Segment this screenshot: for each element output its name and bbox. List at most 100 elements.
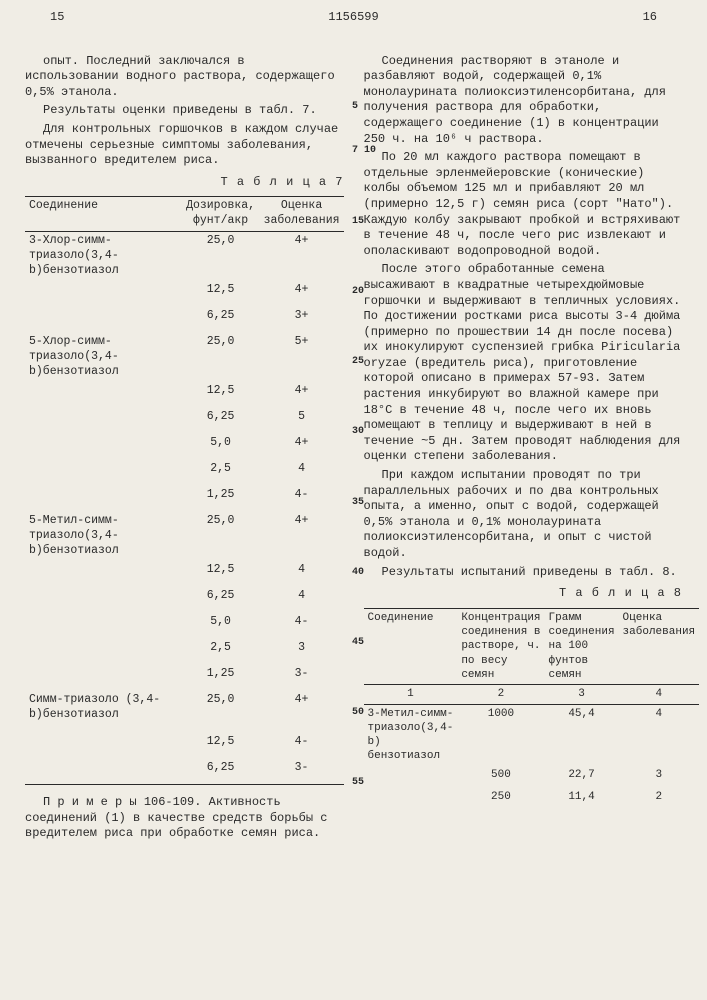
cell-eval: 4+ [260,232,344,281]
cell-dose: 1,25 [182,486,260,512]
para: П р и м е р ы 106-109. Активность соедин… [25,795,344,842]
para: После этого обработанные семена высажива… [364,262,683,465]
table-header: Концентрация соединения в растворе, ч. п… [457,608,544,684]
table-row: 2,53 [25,639,344,665]
cell-eval: 3 [619,766,700,788]
table-row: 3-Хлор-симм-триазоло(3,4-b)бензотиазол25… [25,232,344,281]
cell-conc: 250 [457,788,544,810]
cell-dose: 1,25 [182,665,260,691]
cell-dose: 6,25 [182,587,260,613]
table-header: Оценка заболевания [619,608,700,684]
table-8: СоединениеКонцентрация соединения в раст… [364,608,700,810]
para: Соединения растворяют в этаноле и разбав… [364,54,683,148]
cell-dose: 5,0 [182,613,260,639]
cell-compound [25,408,182,434]
cell-compound [25,733,182,759]
line-number: 40 [352,566,364,579]
cell-eval: 2 [619,788,700,810]
table-row: 1,253- [25,665,344,691]
cell-compound [25,759,182,785]
cell-eval: 3- [260,665,344,691]
cell-compound: 5-Хлор-симм-триазоло(3,4-b)бензотиазол [25,333,182,382]
page-num-left: 15 [50,10,64,26]
cell-eval: 4+ [260,382,344,408]
page-num-right: 16 [643,10,657,26]
cell-eval: 4 [260,460,344,486]
cell-dose: 6,25 [182,759,260,785]
table8-title: Т а б л и ц а 8 [364,586,683,602]
cell-eval: 4+ [260,434,344,460]
table-header: Соединение [364,608,458,684]
table-row: 5-Хлор-симм-триазоло(3,4-b)бензотиазол25… [25,333,344,382]
cell-eval: 3+ [260,307,344,333]
cell-eval: 5 [260,408,344,434]
line-number: 35 [352,496,364,509]
table-row: 6,255 [25,408,344,434]
cell-compound: Симм-триазоло (3,4-b)бензотиазол [25,691,182,733]
cell-eval: 4- [260,486,344,512]
cell-eval: 4 [260,561,344,587]
cell-compound [364,766,458,788]
table-row: 5,04+ [25,434,344,460]
cell-eval: 4+ [260,512,344,561]
cell-compound: 5-Метил-симм-триазоло(3,4-b)бензотиазол [25,512,182,561]
cell-compound [25,307,182,333]
line-number: 5 [352,100,358,113]
table-7: СоединениеДозировка, фунт/акрОценка забо… [25,196,344,789]
line-number: 7 10 [352,144,376,157]
cell-compound [364,788,458,810]
table-header: Соединение [25,197,182,232]
cell-compound: 3-Метил-симм-триазоло(3,4-b) бензотиазол [364,704,458,766]
cell-conc: 1000 [457,704,544,766]
cell-eval: 4- [260,733,344,759]
table-row: 2,54 [25,460,344,486]
cell-eval: 3- [260,759,344,785]
cell-dose: 12,5 [182,733,260,759]
para: По 20 мл каждого раствора помещают в отд… [364,150,683,259]
line-number: 30 [352,425,364,438]
cell-compound [25,486,182,512]
cell-compound [25,613,182,639]
cell-gram: 45,4 [545,704,619,766]
cell-dose: 12,5 [182,281,260,307]
table-header: Дозировка, фунт/акр [182,197,260,232]
line-number: 50 [352,706,364,719]
table-row: 5-Метил-симм-триазоло(3,4-b)бензотиазол2… [25,512,344,561]
left-column: опыт. Последний заключался в использован… [25,51,344,845]
cell-compound [25,434,182,460]
table-header: Грамм соединения на 100 фунтов семян [545,608,619,684]
cell-dose: 2,5 [182,460,260,486]
table7-title: Т а б л и ц а 7 [25,175,344,191]
cell-compound [25,382,182,408]
cell-compound [25,665,182,691]
cell-eval: 3 [260,639,344,665]
cell-conc: 500 [457,766,544,788]
cell-eval: 4 [260,587,344,613]
cell-compound [25,460,182,486]
line-number: 20 [352,285,364,298]
line-number: 15 [352,215,364,228]
cell-eval: 4- [260,613,344,639]
para: опыт. Последний заключался в использован… [25,54,344,101]
cell-eval: 4 [619,704,700,766]
table-row: 25011,42 [364,788,700,810]
cell-dose: 5,0 [182,434,260,460]
para: При каждом испытании проводят по три пар… [364,468,683,562]
cell-dose: 6,25 [182,408,260,434]
cell-dose: 2,5 [182,639,260,665]
table-row: 6,253+ [25,307,344,333]
cell-eval: 4+ [260,691,344,733]
cell-dose: 12,5 [182,561,260,587]
col-num: 3 [545,685,619,704]
cell-dose: 12,5 [182,382,260,408]
cell-dose: 25,0 [182,232,260,281]
cell-compound [25,561,182,587]
table-row: 12,54+ [25,281,344,307]
cell-compound [25,639,182,665]
cell-compound: 3-Хлор-симм-триазоло(3,4-b)бензотиазол [25,232,182,281]
line-number: 55 [352,776,364,789]
cell-gram: 11,4 [545,788,619,810]
cell-eval: 5+ [260,333,344,382]
cell-compound [25,281,182,307]
table-row: 1,254- [25,486,344,512]
